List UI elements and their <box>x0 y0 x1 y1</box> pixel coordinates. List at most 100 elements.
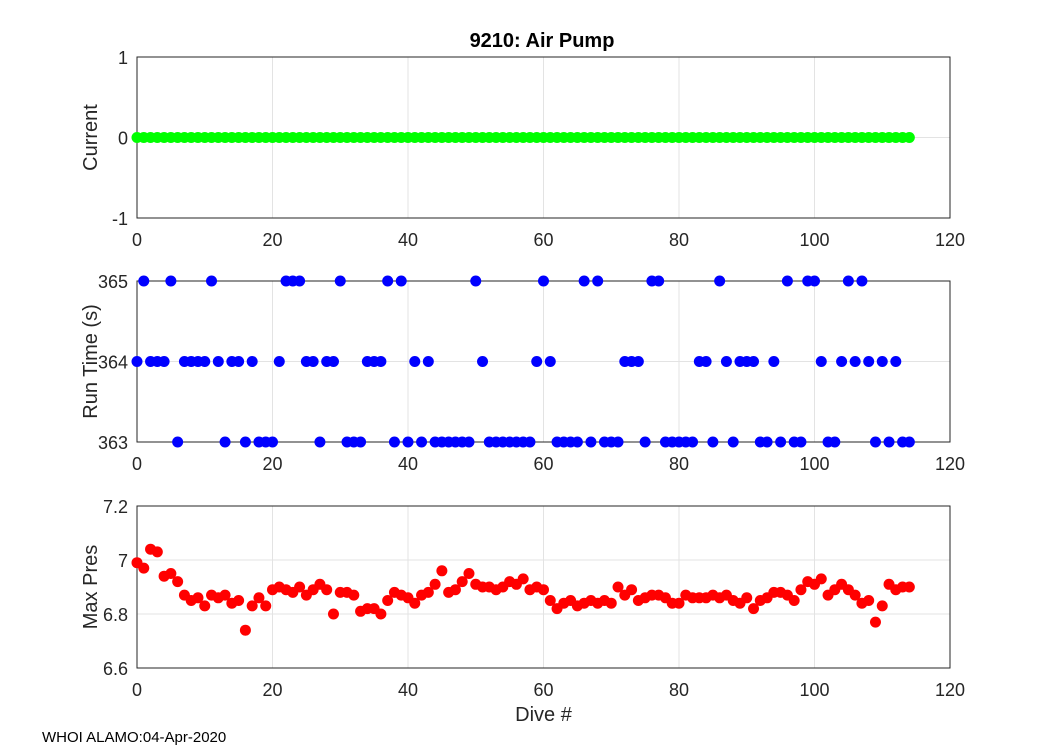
data-point <box>815 573 827 585</box>
data-point <box>463 568 475 579</box>
data-point <box>578 275 590 287</box>
data-point <box>388 436 400 448</box>
series-points <box>131 275 915 448</box>
data-point <box>477 356 489 367</box>
axes-box <box>136 505 951 669</box>
data-point <box>138 275 150 287</box>
data-point <box>748 603 760 615</box>
panel-3: 0 20 40 60 80 100 120 6.6 6.8 7 7.2 Max Pres Dive # <box>80 497 965 726</box>
data-point <box>456 576 468 588</box>
data-point <box>809 275 820 287</box>
data-point <box>639 436 651 448</box>
data-point <box>273 356 285 367</box>
data-point <box>612 581 624 593</box>
data-point <box>748 356 760 367</box>
data-point <box>869 616 881 628</box>
data-point <box>876 600 888 612</box>
x-tick-label: 100 <box>799 680 829 700</box>
data-point <box>856 275 868 287</box>
data-point <box>653 275 665 287</box>
data-point <box>172 436 184 448</box>
data-point <box>869 436 881 448</box>
data-point <box>199 600 211 612</box>
data-point <box>199 356 211 367</box>
y-tick-label: -1 <box>112 209 128 229</box>
data-point <box>626 584 638 596</box>
data-point <box>720 356 732 367</box>
data-point <box>382 275 394 287</box>
data-point <box>538 584 549 596</box>
data-point <box>212 356 224 367</box>
data-point <box>849 356 861 367</box>
x-tick-label: 80 <box>669 454 689 474</box>
y-axis-label: Run Time (s) <box>80 304 102 418</box>
data-point <box>863 595 875 606</box>
y-tick-label: 6.8 <box>103 605 128 625</box>
x-tick-label: 120 <box>935 230 965 250</box>
data-point <box>375 356 387 367</box>
data-point <box>375 608 387 620</box>
data-point <box>775 436 787 448</box>
data-point <box>903 132 915 143</box>
data-point <box>470 275 482 287</box>
x-tick-label: 100 <box>799 230 829 250</box>
x-tick-label: 20 <box>262 230 282 250</box>
data-point <box>165 275 177 287</box>
data-point <box>321 584 333 596</box>
data-point <box>395 275 407 287</box>
data-point <box>151 546 163 558</box>
data-point <box>761 436 773 448</box>
y-axis-label: Max Pres <box>80 545 102 629</box>
y-tick-label: 364 <box>98 353 128 373</box>
y-tick-label: 0 <box>118 129 128 149</box>
y-tick-label: 6.6 <box>103 659 128 679</box>
x-tick-label: 120 <box>935 680 965 700</box>
data-point <box>260 600 272 612</box>
data-point <box>632 356 644 367</box>
y-tick-label: 7.2 <box>103 497 128 517</box>
data-point <box>836 356 848 367</box>
data-point <box>422 586 434 598</box>
y-tick-label: 365 <box>98 272 128 292</box>
data-point <box>267 436 278 448</box>
data-point <box>768 356 780 367</box>
x-tick-label: 60 <box>533 454 553 474</box>
data-point <box>233 595 245 606</box>
data-point <box>903 581 915 593</box>
data-point <box>524 436 536 448</box>
data-point <box>544 356 556 367</box>
data-point <box>463 436 475 448</box>
series-points <box>131 132 915 143</box>
footer-stamp: WHOI ALAMO:04-Apr-2020 <box>42 729 226 746</box>
data-point <box>327 608 339 620</box>
data-point <box>863 356 875 367</box>
series-points <box>131 543 915 636</box>
data-point <box>544 595 556 606</box>
data-point <box>138 562 150 574</box>
data-point <box>239 436 251 448</box>
x-tick-label: 120 <box>935 454 965 474</box>
x-tick-label: 20 <box>262 454 282 474</box>
data-point <box>585 436 597 448</box>
data-point <box>788 595 800 606</box>
data-point <box>795 584 807 596</box>
data-point <box>192 592 204 604</box>
data-point <box>158 356 170 367</box>
data-point <box>449 584 461 596</box>
data-point <box>436 565 448 577</box>
x-tick-label: 60 <box>533 680 553 700</box>
data-point <box>206 275 218 287</box>
x-tick-label: 80 <box>669 230 689 250</box>
data-point <box>382 595 394 606</box>
data-point <box>700 356 712 367</box>
data-point <box>334 275 346 287</box>
data-point <box>673 597 685 609</box>
data-point <box>849 589 861 601</box>
y-tick-label: 363 <box>98 433 128 453</box>
y-tick-label: 7 <box>118 551 128 571</box>
data-point <box>246 600 258 612</box>
data-point <box>422 356 434 367</box>
x-tick-label: 0 <box>132 680 142 700</box>
